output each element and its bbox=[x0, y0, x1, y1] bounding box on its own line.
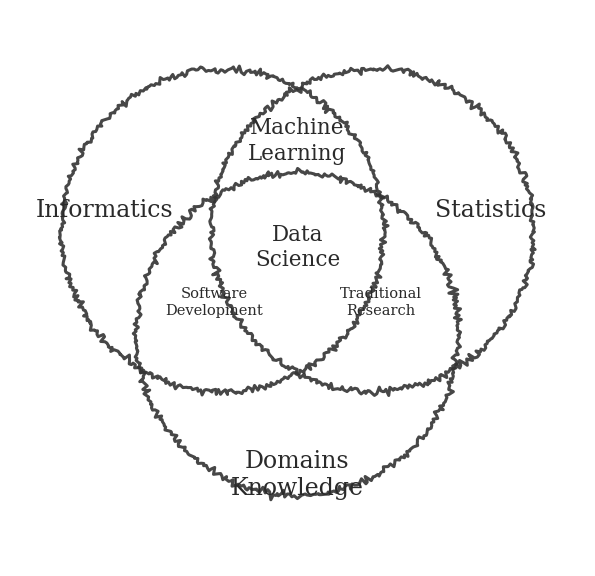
Text: Informatics: Informatics bbox=[36, 199, 173, 222]
Text: Statistics: Statistics bbox=[435, 199, 546, 222]
Text: Traditional
Research: Traditional Research bbox=[340, 287, 422, 317]
Text: Software
Development: Software Development bbox=[165, 287, 263, 317]
Text: Domains
Knowledge: Domains Knowledge bbox=[231, 450, 364, 500]
Text: Machine
Learning: Machine Learning bbox=[248, 118, 347, 165]
Text: Data
Science: Data Science bbox=[255, 224, 340, 271]
